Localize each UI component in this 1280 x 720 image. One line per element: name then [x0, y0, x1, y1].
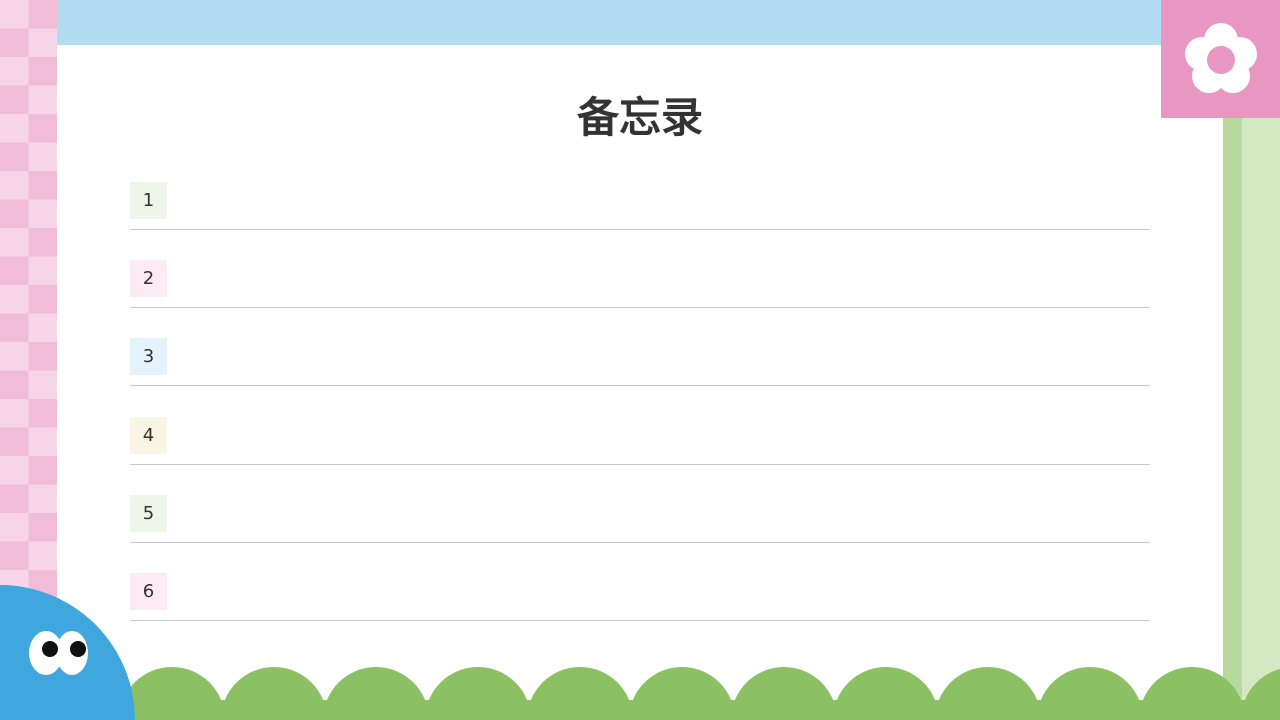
pupil-right: [70, 641, 86, 657]
memo-line[interactable]: 2: [130, 260, 1150, 309]
flower-icon: [1185, 23, 1257, 93]
green-hills: [119, 667, 1280, 720]
memo-line[interactable]: 4: [130, 416, 1150, 465]
green-stripe-light: [1242, 118, 1280, 720]
memo-line[interactable]: 5: [130, 494, 1150, 543]
memo-line[interactable]: 3: [130, 338, 1150, 387]
page-title: 备忘录: [576, 93, 703, 142]
green-stripe: [1223, 118, 1242, 720]
line-number: 2: [130, 260, 167, 298]
line-number: 5: [130, 494, 167, 532]
line-number: 6: [130, 573, 167, 610]
ground: [120, 700, 1280, 720]
memo-line[interactable]: 6: [130, 573, 1150, 621]
top-banner: [57, 0, 1162, 45]
pupil-left: [42, 641, 58, 657]
line-number: 4: [130, 416, 167, 454]
flower-box: [1161, 0, 1280, 118]
memo-line[interactable]: 1: [130, 182, 1150, 230]
blue-blob-character: [0, 585, 135, 720]
line-number: 1: [130, 182, 167, 219]
line-number: 3: [130, 338, 167, 376]
